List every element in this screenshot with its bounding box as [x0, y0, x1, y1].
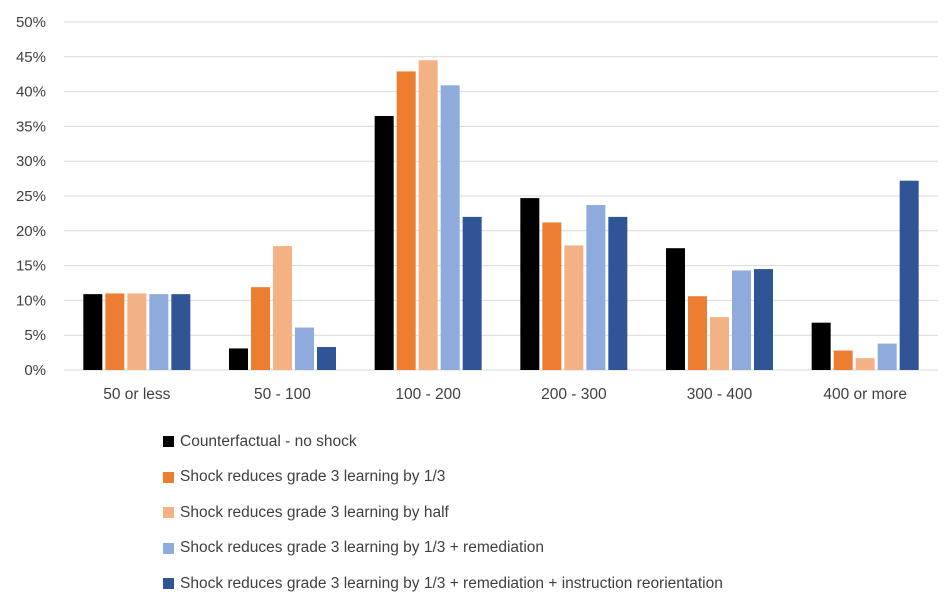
- legend-label: Shock reduces grade 3 learning by half: [180, 503, 449, 521]
- y-tick-label: 50%: [16, 14, 46, 31]
- bar: [83, 294, 103, 370]
- y-tick-label: 30%: [16, 153, 46, 170]
- legend-swatch: [163, 471, 174, 483]
- legend-swatch: [163, 507, 174, 519]
- bar: [396, 71, 416, 370]
- legend-item: Shock reduces grade 3 learning by 1/3 + …: [163, 566, 723, 602]
- bar: [710, 317, 729, 370]
- x-tick-label: 300 - 400: [687, 386, 753, 403]
- x-tick-label: 200 - 300: [541, 386, 607, 403]
- bar: [877, 343, 897, 370]
- x-tick-label: 50 or less: [103, 386, 170, 403]
- y-tick-label: 5%: [24, 327, 46, 344]
- bar: [833, 350, 853, 370]
- chart-legend: Counterfactual - no shock Shock reduces g…: [163, 424, 723, 602]
- bar: [295, 327, 314, 370]
- bar: [608, 216, 628, 370]
- bar: [273, 246, 292, 370]
- bar: [251, 287, 270, 370]
- bar: [855, 358, 875, 370]
- bar: [754, 269, 773, 370]
- bar: [564, 245, 584, 370]
- bar: [149, 294, 169, 370]
- bar: [127, 293, 147, 370]
- legend-item: Shock reduces grade 3 learning by 1/3: [163, 460, 723, 496]
- legend-label: Shock reduces grade 3 learning by 1/3: [180, 468, 446, 486]
- bar: [105, 293, 125, 370]
- bar: [520, 198, 540, 370]
- bar: [688, 296, 707, 370]
- y-tick-label: 15%: [16, 258, 46, 275]
- bar: [462, 216, 482, 370]
- y-tick-label: 45%: [16, 49, 46, 66]
- x-tick-label: 400 or more: [823, 386, 907, 403]
- y-tick-label: 10%: [16, 292, 46, 309]
- bar: [229, 348, 248, 370]
- bar: [374, 115, 394, 371]
- y-tick-label: 35%: [16, 118, 46, 135]
- legend-item: Shock reduces grade 3 learning by half: [163, 495, 723, 531]
- bar: [171, 294, 191, 370]
- legend-label: Counterfactual - no shock: [180, 432, 357, 450]
- bar: [418, 60, 438, 370]
- bar: [317, 347, 336, 370]
- legend-item: Shock reduces grade 3 learning by 1/3 + …: [163, 531, 723, 567]
- legend-swatch: [163, 542, 174, 554]
- bar: [440, 85, 460, 370]
- x-tick-label: 100 - 200: [395, 386, 461, 403]
- y-tick-label: 40%: [16, 84, 46, 101]
- bar: [899, 180, 919, 370]
- bar: [586, 205, 606, 370]
- legend-swatch: [163, 436, 174, 448]
- legend-item: Counterfactual - no shock: [163, 424, 723, 460]
- y-tick-label: 20%: [16, 223, 46, 240]
- bar: [732, 270, 751, 370]
- bar: [811, 322, 831, 370]
- bar: [542, 222, 562, 370]
- legend-label: Shock reduces grade 3 learning by 1/3 + …: [180, 574, 723, 592]
- y-tick-label: 0%: [24, 362, 46, 379]
- y-tick-label: 25%: [16, 188, 46, 205]
- bar: [666, 248, 685, 370]
- legend-label: Shock reduces grade 3 learning by 1/3 + …: [180, 539, 545, 557]
- legend-swatch: [163, 578, 174, 590]
- x-tick-label: 50 - 100: [254, 386, 311, 403]
